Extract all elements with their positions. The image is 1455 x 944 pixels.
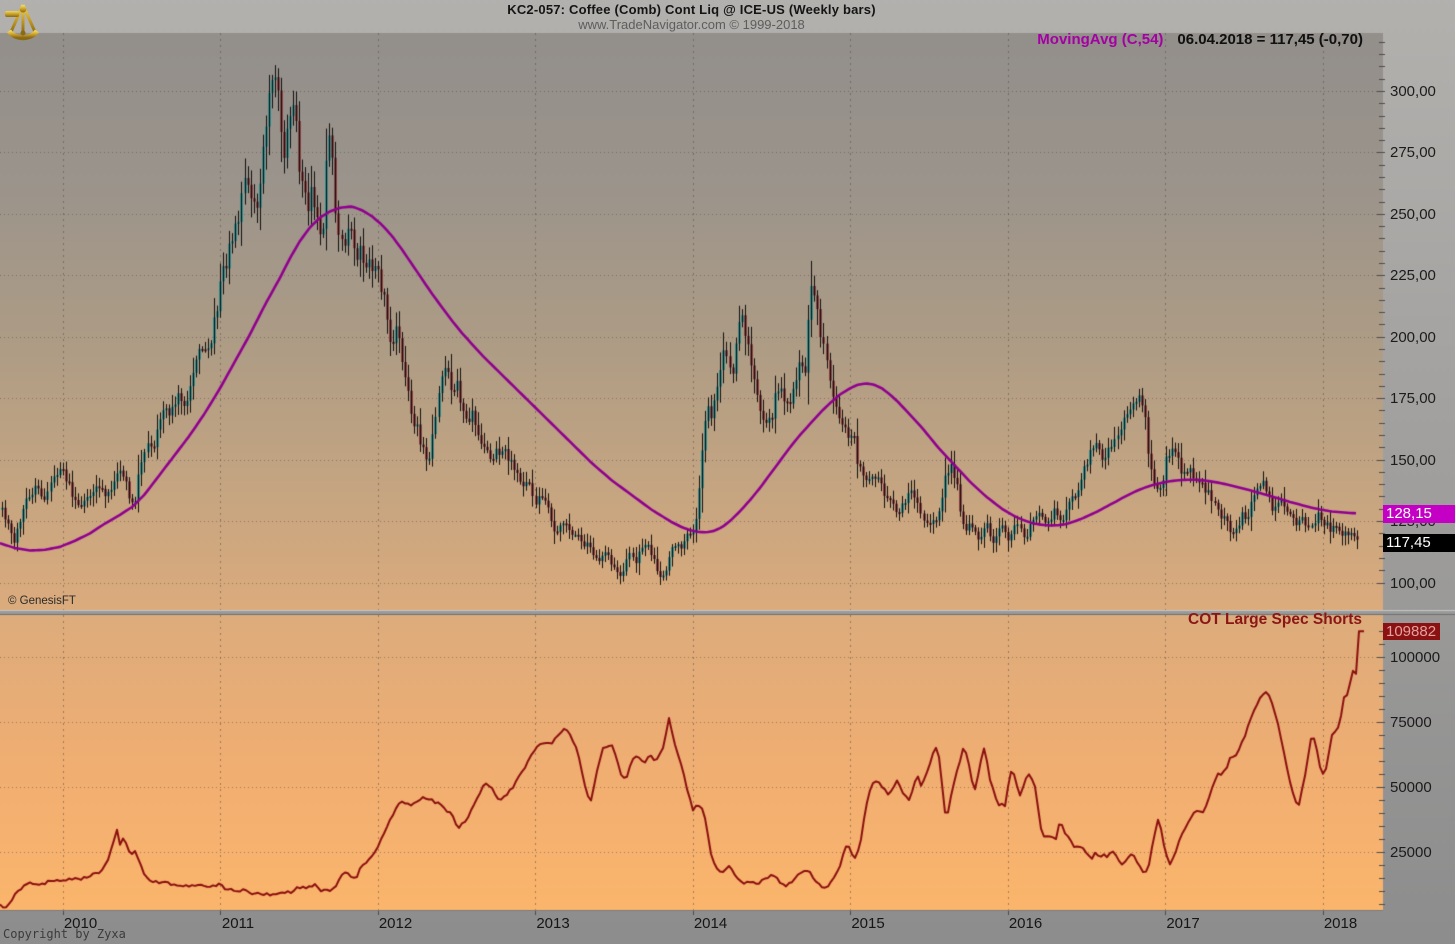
price-axis-label: 100,00 bbox=[1390, 574, 1436, 592]
price-axis-label: 200,00 bbox=[1390, 328, 1436, 346]
cot-axis-label: 100000 bbox=[1390, 649, 1441, 666]
cot-axis-label: 25000 bbox=[1390, 844, 1432, 861]
year-label: 2017 bbox=[1166, 915, 1200, 932]
year-label: 2015 bbox=[851, 915, 885, 932]
genesisft-watermark: © GenesisFT bbox=[8, 595, 76, 607]
price-axis-label: 250,00 bbox=[1390, 205, 1436, 223]
year-label: 2014 bbox=[693, 915, 728, 932]
year-label: 2018 bbox=[1323, 915, 1358, 932]
price-axis-label: 275,00 bbox=[1390, 144, 1436, 162]
moving-avg-value-badge: 128,15 bbox=[1383, 505, 1455, 523]
copyright-text: Copyright by Zyxa bbox=[3, 927, 126, 941]
cot-axis-label: 75000 bbox=[1390, 714, 1432, 731]
year-label: 2016 bbox=[1008, 915, 1043, 932]
indicator-legend: MovingAvg (C,54) 06.04.2018 = 117,45 (-0… bbox=[1037, 31, 1363, 48]
chart-title: KC2-057: Coffee (Comb) Cont Liq @ ICE-US… bbox=[507, 2, 876, 17]
cot-panel-title: COT Large Spec Shorts bbox=[1188, 611, 1362, 628]
price-axis-label: 150,00 bbox=[1390, 451, 1436, 469]
price-axis-label: 300,00 bbox=[1390, 83, 1436, 100]
date-value-readout: 06.04.2018 = 117,45 (-0,70) bbox=[1177, 31, 1363, 48]
year-label: 2011 bbox=[221, 915, 255, 932]
year-label: 2010 bbox=[63, 915, 98, 932]
cot-axis-label: 50000 bbox=[1390, 779, 1432, 796]
chart-subtitle: www.TradeNavigator.com © 1999-2018 bbox=[578, 17, 805, 32]
year-label: 2012 bbox=[378, 915, 413, 932]
moving-avg-legend-label: MovingAvg (C,54) bbox=[1037, 31, 1164, 48]
genesis-gold-sextant-logo bbox=[4, 2, 42, 49]
price-axis-label: 225,00 bbox=[1390, 267, 1436, 285]
price-axis-label: 175,00 bbox=[1390, 390, 1436, 408]
last-close-value-badge: 117,45 bbox=[1383, 534, 1455, 552]
year-label: 2013 bbox=[536, 915, 570, 932]
cot-value-badge: 109882 bbox=[1383, 623, 1440, 640]
